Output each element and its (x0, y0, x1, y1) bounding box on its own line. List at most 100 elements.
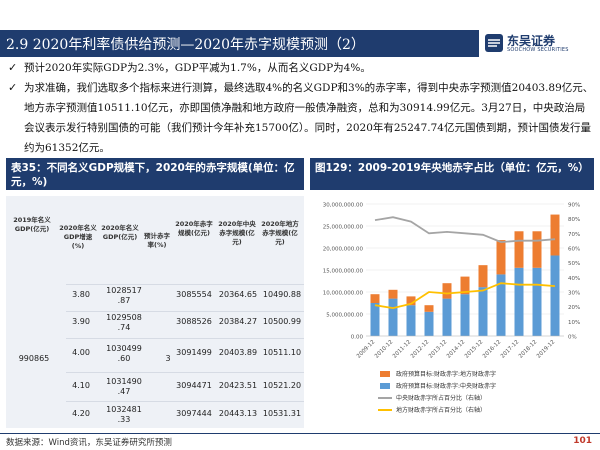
bar-central-deficit (406, 305, 416, 336)
bar-local-deficit (478, 265, 488, 288)
check-icon: ✓ (8, 81, 18, 94)
legend-label: 政府预算目标:财政赤字:中央财政赤字 (396, 382, 496, 390)
bullet-item: ✓ 为求准确，我们选取多个指标来进行测算，最终选取4%的名义GDP和3%的赤字率… (6, 78, 594, 158)
bar-local-deficit (388, 289, 398, 299)
data-source: 数据来源：Wind资讯，东吴证券研究所预测 (6, 438, 172, 448)
footer-divider (0, 433, 600, 434)
bar-local-deficit (460, 276, 470, 295)
growth-cell: 4.20 (72, 409, 90, 418)
column-header: 预计赤字率(%) (144, 232, 170, 249)
bar-central-deficit (424, 311, 434, 336)
bar-central-deficit (442, 298, 452, 336)
growth-cell: 3.80 (72, 290, 90, 299)
y-right-tick-label: 60% (568, 247, 580, 253)
bullet-text: 为求准确，我们选取多个指标来进行测算，最终选取4%的名义GDP和3%的赤字率，得… (24, 82, 594, 154)
page-number: 101 (573, 436, 592, 446)
bar-local-deficit (514, 231, 524, 268)
row-divider (66, 372, 304, 373)
bar-local-deficit (370, 294, 380, 303)
bullet-text: 预计2020年实际GDP为2.3%，GDP平减为1.7%，从而名义GDP为4%。 (24, 62, 371, 74)
logo-icon (485, 34, 503, 52)
y-right-tick-label: 50% (568, 261, 580, 267)
y-right-tick-label: 70% (568, 232, 580, 238)
y-right-tick-label: 30% (568, 291, 580, 297)
deficit-cell: 3091499 (176, 348, 212, 357)
local-cell: 10511.10 (262, 348, 302, 357)
gdp-cell-decimal: .87 (117, 296, 131, 305)
bar-central-deficit (496, 274, 506, 336)
deficit-cell: 3097444 (176, 409, 212, 418)
bar-central-deficit (532, 267, 542, 336)
bar-central-deficit (514, 267, 524, 336)
bar-local-deficit (496, 240, 506, 275)
company-logo: 东吴证券 SOOCHOW SECURITIES (479, 30, 600, 57)
central-cell: 20403.89 (218, 348, 258, 357)
x-tick-label: 2012-12 (410, 339, 430, 359)
gdp-cell: 1028517 (106, 286, 142, 295)
x-tick-label: 2010-12 (374, 339, 394, 359)
x-tick-label: 2015-12 (464, 339, 484, 359)
line-local-share (374, 282, 556, 310)
y-left-tick-label: 20,000,000.00 (323, 247, 364, 253)
gdp-cell: 1029508 (106, 313, 142, 322)
gdp-cell-decimal: .74 (117, 323, 131, 332)
x-tick-label: 2013-12 (428, 339, 448, 359)
local-cell: 10531.31 (262, 409, 302, 418)
bar-local-deficit (532, 231, 542, 268)
row-divider (66, 284, 304, 285)
gdp-cell: 1031490 (106, 377, 142, 386)
growth-cell: 4.10 (72, 381, 90, 390)
x-tick-label: 2011-12 (392, 339, 412, 359)
column-header: 2020年名义GDP增速(%) (59, 224, 97, 250)
local-cell: 10500.99 (262, 317, 302, 326)
table-title: 表35：不同名义GDP规模下，2020年的赤字规模(单位：亿元，%) (6, 158, 304, 190)
column-header: 2020年赤字规模(亿元) (175, 220, 213, 237)
legend-label: 地方财政赤字所占百分比（右轴） (396, 406, 486, 414)
deficit-rate-cell: 3 (165, 354, 171, 363)
gdp-deficit-table: 2019年名义GDP(亿元) 2020年名义GDP增速(%) 2020年名义GD… (6, 196, 304, 428)
bar-central-deficit (370, 303, 380, 336)
logo-name-en: SOOCHOW SECURITIES (507, 47, 569, 53)
bar-central-deficit (388, 298, 398, 336)
row-divider (66, 338, 304, 339)
y-left-tick-label: 5,000,000.00 (326, 313, 363, 319)
deficit-cell: 3088526 (176, 317, 212, 326)
chart-canvas: 0.00 5,000,000.00 10,000,000.00 15,000,000.… (323, 203, 580, 415)
y-left-tick-label: 25,000,000.00 (323, 225, 364, 231)
legend-label: 中央财政赤字所占百分比（右轴） (396, 394, 486, 402)
growth-cell: 4.00 (72, 348, 90, 357)
legend-label: 政府预算目标:财政赤字:地方财政赤字 (396, 370, 496, 378)
logo-name-cn: 东吴证券 (507, 34, 556, 48)
bar-central-deficit (478, 287, 488, 336)
y-right-tick-label: 0% (568, 335, 577, 341)
gdp-cell: 1030499 (106, 344, 142, 353)
column-header: 2020年地方赤字规模(亿元) (261, 220, 299, 246)
y-left-tick-label: 10,000,000.00 (323, 291, 364, 297)
central-cell: 20443.13 (218, 409, 258, 418)
row-divider (66, 311, 304, 312)
y-right-tick-label: 40% (568, 276, 580, 282)
y-right-tick-label: 80% (568, 217, 580, 223)
y-right-tick-label: 20% (568, 305, 580, 311)
x-tick-label: 2018-12 (518, 339, 538, 359)
gdp-cell-decimal: .33 (117, 415, 131, 424)
central-cell: 20423.51 (218, 381, 258, 390)
bar-local-deficit (424, 305, 434, 312)
row-divider (66, 401, 304, 402)
deficit-share-chart: 0.00 5,000,000.00 10,000,000.00 15,000,000.… (310, 196, 594, 428)
legend-swatch (380, 371, 390, 377)
deficit-cell: 3085554 (176, 290, 212, 299)
check-icon: ✓ (8, 61, 18, 74)
x-tick-label: 2019-12 (536, 339, 556, 359)
column-header: 2019年名义GDP(亿元) (13, 216, 51, 233)
x-tick-label: 2009-12 (356, 339, 376, 359)
y-left-tick-label: 0.00 (351, 335, 364, 341)
chart-title: 图129：2009-2019年央地赤字占比（单位：亿元，%） (310, 158, 594, 190)
x-tick-label: 2014-12 (446, 339, 466, 359)
y-left-tick-label: 15,000,000.00 (323, 269, 364, 275)
bullet-list: ✓ 预计2020年实际GDP为2.3%，GDP平减为1.7%，从而名义GDP为4… (6, 58, 594, 158)
deficit-cell: 3094471 (176, 381, 212, 390)
line-central-share (374, 216, 556, 244)
bullet-item: ✓ 预计2020年实际GDP为2.3%，GDP平减为1.7%，从而名义GDP为4… (6, 58, 594, 78)
gdp-cell-decimal: .47 (117, 387, 131, 396)
